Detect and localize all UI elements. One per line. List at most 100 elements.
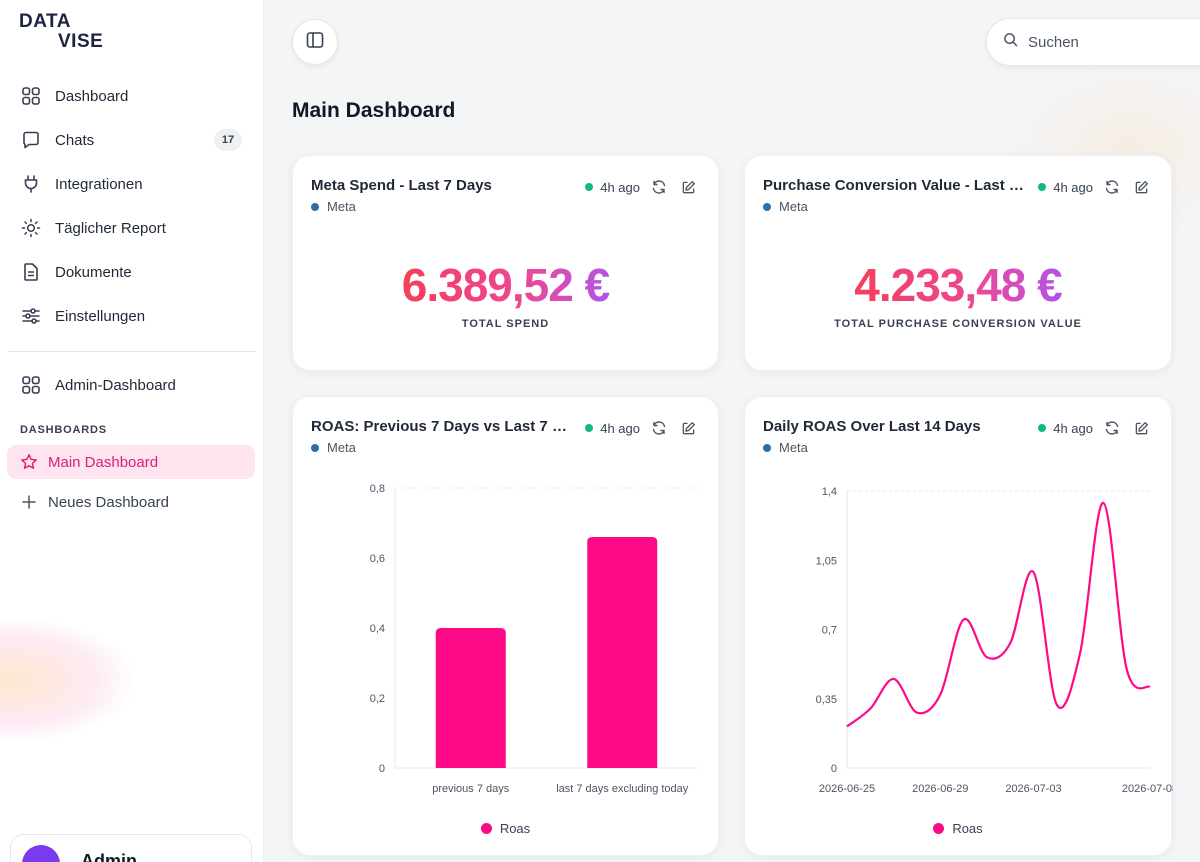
user-name: Admin — [81, 851, 137, 862]
logo-line-2: VISE — [58, 31, 104, 52]
edit-icon[interactable] — [678, 418, 698, 438]
source-dot — [763, 443, 771, 452]
edit-icon[interactable] — [678, 177, 698, 197]
status-dot — [585, 424, 594, 432]
widget-meta: 4h ago — [585, 177, 698, 197]
daily-roas-line-chart: 0 0,35 0,7 1,05 1,4 2026-06-25 2026-06-29 2026-… — [816, 486, 1173, 795]
chart-legend[interactable]: Roas — [293, 821, 718, 836]
grid-icon — [20, 374, 42, 396]
widget-meta: 4h ago — [1038, 418, 1151, 438]
sidebar: DATA VISE Dashboard Chats 17 Integration… — [0, 0, 264, 862]
y-tick-label: 1,4 — [822, 486, 837, 498]
sidebar-item-label: Einstellungen — [55, 307, 146, 325]
logo-line-1: DATA — [19, 11, 71, 32]
sidebar-item-taeglicher-report[interactable]: Täglicher Report — [8, 206, 256, 250]
search-input[interactable] — [1028, 33, 1178, 51]
dashboard-item-label: Neues Dashboard — [48, 493, 169, 511]
x-tick-label: previous 7 days — [432, 783, 510, 795]
legend-swatch — [480, 823, 492, 834]
admin-nav: Admin-Dashboard — [8, 363, 256, 407]
decorative-glow — [0, 620, 130, 740]
widget-source-label: Meta — [779, 440, 808, 455]
legend-swatch — [933, 823, 945, 834]
refresh-icon[interactable] — [1102, 177, 1122, 197]
refresh-icon[interactable] — [649, 177, 669, 197]
main-nav: Dashboard Chats 17 Integrationen Täglich… — [8, 74, 256, 338]
widget-title: Meta Spend - Last 7 Days — [311, 177, 492, 194]
x-tick-label: 2026-06-25 — [819, 783, 875, 795]
y-tick-label: 0,35 — [816, 694, 837, 706]
sidebar-item-label: Täglicher Report — [55, 219, 166, 237]
sidebar-toggle-icon — [305, 30, 325, 55]
user-menu[interactable]: Admin — [10, 834, 252, 862]
roas-bar-chart: 0 0,2 0,4 0,6 0,8 previous 7 days last 7 days … — [370, 483, 698, 795]
y-tick-label: 0,2 — [370, 693, 385, 705]
kpi-label: TOTAL PURCHASE CONVERSION VALUE — [834, 318, 1082, 330]
widget-updated: 4h ago — [1053, 179, 1093, 195]
dashboards-section-label: DASHBOARDS — [20, 424, 107, 436]
y-tick-label: 0 — [831, 763, 837, 775]
sun-icon — [20, 217, 42, 239]
widget-source-label: Meta — [779, 199, 808, 214]
status-dot — [585, 183, 594, 191]
datavise-logo[interactable]: DATA VISE — [19, 12, 103, 52]
chats-count-badge: 17 — [214, 129, 242, 151]
search-box[interactable] — [986, 18, 1200, 66]
sidebar-item-integrationen[interactable]: Integrationen — [8, 162, 256, 206]
widget-updated: 4h ago — [1053, 420, 1093, 436]
widget-roas-comparison: ROAS: Previous 7 Days vs Last 7 D… Meta … — [292, 396, 719, 856]
y-tick-label: 1,05 — [816, 555, 837, 567]
sidebar-item-admin-dashboard[interactable]: Admin-Dashboard — [8, 363, 256, 407]
sidebar-item-dashboard[interactable]: Dashboard — [8, 74, 256, 118]
plus-icon — [20, 494, 38, 510]
sidebar-item-label: Admin-Dashboard — [55, 376, 176, 394]
chart-legend[interactable]: Roas — [745, 821, 1171, 836]
sidebar-toggle-button[interactable] — [292, 19, 338, 65]
dashboard-item-main[interactable]: Main Dashboard — [7, 445, 255, 479]
sidebar-item-dokumente[interactable]: Dokumente — [8, 250, 256, 294]
source-dot — [311, 202, 319, 211]
y-tick-label: 0,8 — [370, 483, 385, 495]
sidebar-item-label: Chats — [55, 131, 95, 149]
widget-source: Meta — [311, 199, 356, 214]
y-tick-label: 0,4 — [370, 623, 385, 635]
plug-icon — [20, 173, 42, 195]
sidebar-item-einstellungen[interactable]: Einstellungen — [8, 294, 256, 338]
y-tick-label: 0,7 — [822, 625, 837, 637]
kpi-label: TOTAL SPEND — [461, 318, 550, 330]
source-dot — [311, 443, 319, 452]
widget-updated: 4h ago — [600, 420, 640, 436]
edit-icon[interactable] — [1131, 177, 1151, 197]
kpi-value: 6.389,52 € — [293, 258, 718, 312]
status-dot — [1038, 424, 1047, 432]
status-dot — [1038, 183, 1047, 191]
x-tick-label: 2026-06-29 — [912, 783, 968, 795]
refresh-icon[interactable] — [649, 418, 669, 438]
widget-meta: 4h ago — [1038, 177, 1151, 197]
widget-source: Meta — [763, 440, 808, 455]
sidebar-item-label: Integrationen — [55, 175, 143, 193]
refresh-icon[interactable] — [1102, 418, 1122, 438]
widget-source-label: Meta — [327, 199, 356, 214]
avatar — [22, 845, 60, 862]
bar — [587, 537, 658, 768]
kpi-value: 4.233,48 € — [745, 258, 1171, 312]
widget-source-label: Meta — [327, 440, 356, 455]
dashboard-item-label: Main Dashboard — [48, 453, 159, 471]
sliders-icon — [20, 305, 42, 327]
widget-source: Meta — [311, 440, 356, 455]
widget-daily-roas: Daily ROAS Over Last 14 Days Meta 4h ago… — [744, 396, 1173, 856]
sidebar-item-chats[interactable]: Chats 17 — [8, 118, 256, 162]
dashboard-item-new[interactable]: Neues Dashboard — [7, 485, 255, 519]
main-content: Main Dashboard Meta Spend - Last 7 Days … — [264, 0, 1200, 862]
sidebar-divider — [8, 351, 256, 352]
widget-purchase-conversion-value: Purchase Conversion Value - Last 7… Meta… — [744, 155, 1172, 371]
document-icon — [20, 261, 42, 283]
x-tick-label: 2026-07-08 — [1122, 783, 1173, 795]
search-icon — [1003, 32, 1018, 52]
star-icon — [20, 453, 38, 471]
legend-label: Roas — [952, 821, 983, 836]
source-dot — [763, 202, 771, 211]
widget-meta: 4h ago — [585, 418, 698, 438]
edit-icon[interactable] — [1131, 418, 1151, 438]
